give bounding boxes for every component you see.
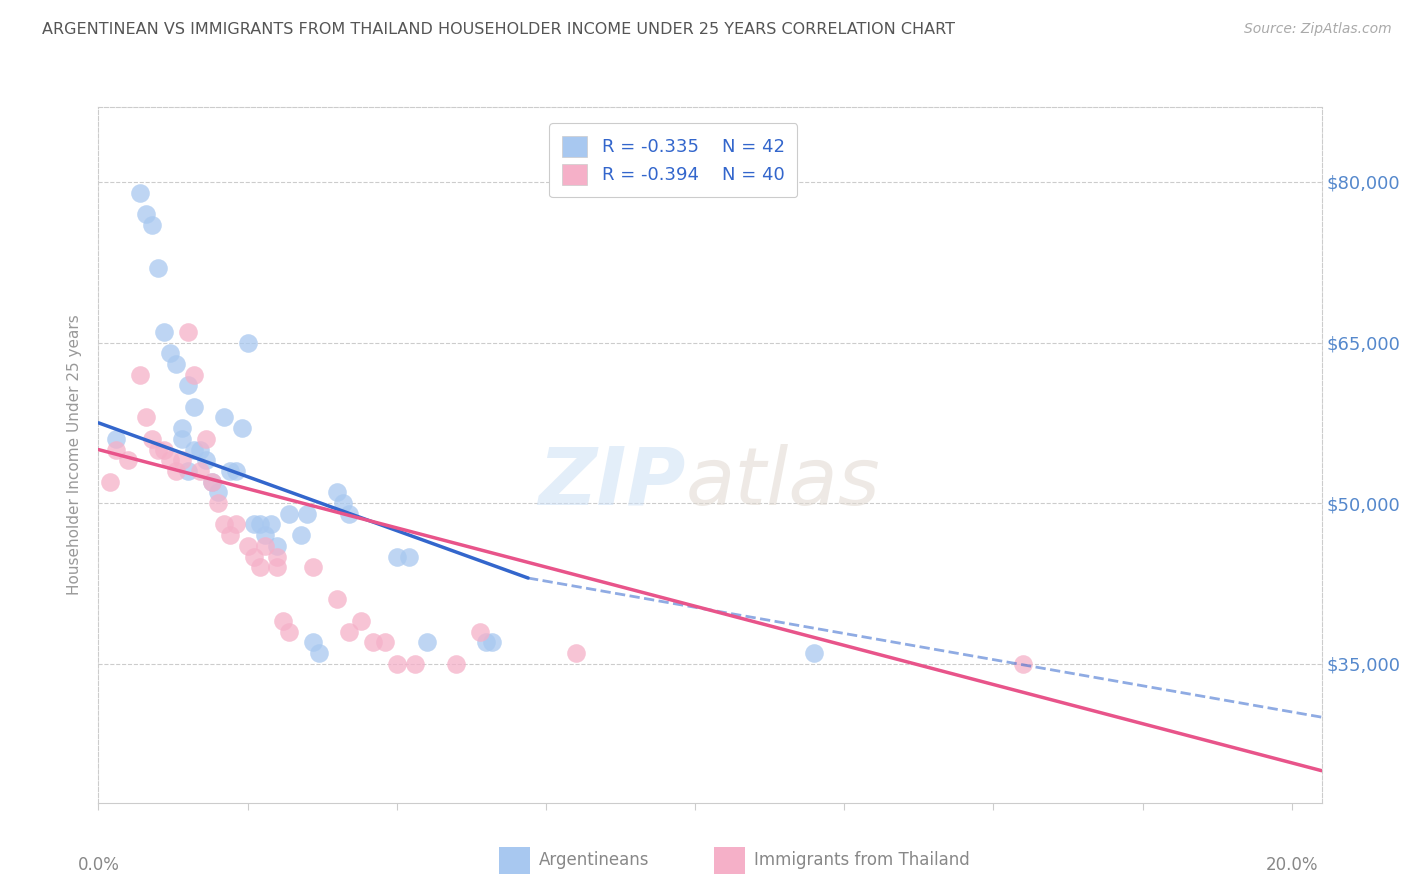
Point bbox=[105, 432, 128, 446]
Point bbox=[470, 624, 492, 639]
Point bbox=[266, 539, 288, 553]
Point bbox=[350, 614, 373, 628]
Point bbox=[207, 496, 229, 510]
Text: atlas: atlas bbox=[686, 443, 880, 522]
Point bbox=[135, 410, 157, 425]
Point bbox=[278, 507, 301, 521]
Point bbox=[177, 464, 200, 478]
Point bbox=[159, 346, 181, 360]
Point bbox=[385, 657, 408, 671]
Point bbox=[254, 539, 277, 553]
Text: Argentineans: Argentineans bbox=[538, 851, 650, 869]
Point bbox=[188, 442, 211, 457]
Point bbox=[153, 325, 176, 339]
Point bbox=[135, 207, 157, 221]
Point bbox=[177, 325, 200, 339]
Y-axis label: Householder Income Under 25 years: Householder Income Under 25 years bbox=[67, 315, 83, 595]
Point bbox=[183, 442, 205, 457]
Point bbox=[249, 517, 271, 532]
Point bbox=[212, 410, 235, 425]
Point bbox=[249, 560, 271, 574]
Point bbox=[212, 517, 235, 532]
Point bbox=[153, 442, 176, 457]
Text: Source: ZipAtlas.com: Source: ZipAtlas.com bbox=[1244, 22, 1392, 37]
Text: Immigrants from Thailand: Immigrants from Thailand bbox=[754, 851, 969, 869]
Point bbox=[207, 485, 229, 500]
Point bbox=[242, 549, 264, 564]
Point bbox=[374, 635, 396, 649]
Text: ARGENTINEAN VS IMMIGRANTS FROM THAILAND HOUSEHOLDER INCOME UNDER 25 YEARS CORREL: ARGENTINEAN VS IMMIGRANTS FROM THAILAND … bbox=[42, 22, 955, 37]
Point bbox=[278, 624, 301, 639]
Point bbox=[141, 432, 163, 446]
Point bbox=[242, 517, 264, 532]
Point bbox=[194, 453, 217, 467]
Point bbox=[105, 442, 128, 457]
Point bbox=[337, 624, 360, 639]
Point bbox=[98, 475, 121, 489]
Point bbox=[326, 592, 349, 607]
Point bbox=[415, 635, 437, 649]
Point bbox=[385, 549, 408, 564]
Point bbox=[170, 421, 193, 435]
Point bbox=[565, 646, 588, 660]
Point bbox=[337, 507, 360, 521]
Point bbox=[170, 453, 193, 467]
Point bbox=[201, 475, 224, 489]
Point bbox=[404, 657, 426, 671]
Point bbox=[117, 453, 139, 467]
Point bbox=[302, 635, 325, 649]
Point bbox=[273, 614, 295, 628]
Point bbox=[297, 507, 319, 521]
Point bbox=[332, 496, 354, 510]
Point bbox=[146, 442, 169, 457]
Point bbox=[177, 378, 200, 392]
Point bbox=[266, 549, 288, 564]
Point bbox=[218, 464, 240, 478]
Point bbox=[290, 528, 312, 542]
Text: 20.0%: 20.0% bbox=[1265, 856, 1317, 874]
Point bbox=[218, 528, 240, 542]
Text: ZIP: ZIP bbox=[538, 443, 686, 522]
Point bbox=[260, 517, 283, 532]
Point bbox=[165, 357, 187, 371]
Point bbox=[129, 186, 152, 200]
Point bbox=[475, 635, 498, 649]
Point bbox=[225, 517, 247, 532]
Point bbox=[446, 657, 468, 671]
Point bbox=[159, 453, 181, 467]
Point bbox=[326, 485, 349, 500]
Text: 0.0%: 0.0% bbox=[77, 856, 120, 874]
Point bbox=[254, 528, 277, 542]
Point bbox=[308, 646, 330, 660]
Point bbox=[183, 400, 205, 414]
Point bbox=[398, 549, 420, 564]
Point bbox=[129, 368, 152, 382]
Point bbox=[266, 560, 288, 574]
Point bbox=[201, 475, 224, 489]
Point bbox=[225, 464, 247, 478]
Point bbox=[361, 635, 384, 649]
Point bbox=[302, 560, 325, 574]
Point bbox=[141, 218, 163, 232]
Legend: R = -0.335    N = 42, R = -0.394    N = 40: R = -0.335 N = 42, R = -0.394 N = 40 bbox=[550, 123, 797, 197]
Point bbox=[236, 539, 259, 553]
Point bbox=[481, 635, 503, 649]
Point bbox=[231, 421, 253, 435]
Point bbox=[170, 432, 193, 446]
Point bbox=[1012, 657, 1035, 671]
Point bbox=[188, 464, 211, 478]
Point bbox=[183, 368, 205, 382]
Point bbox=[236, 335, 259, 350]
Point bbox=[165, 464, 187, 478]
Point bbox=[803, 646, 825, 660]
Point bbox=[146, 260, 169, 275]
Point bbox=[194, 432, 217, 446]
